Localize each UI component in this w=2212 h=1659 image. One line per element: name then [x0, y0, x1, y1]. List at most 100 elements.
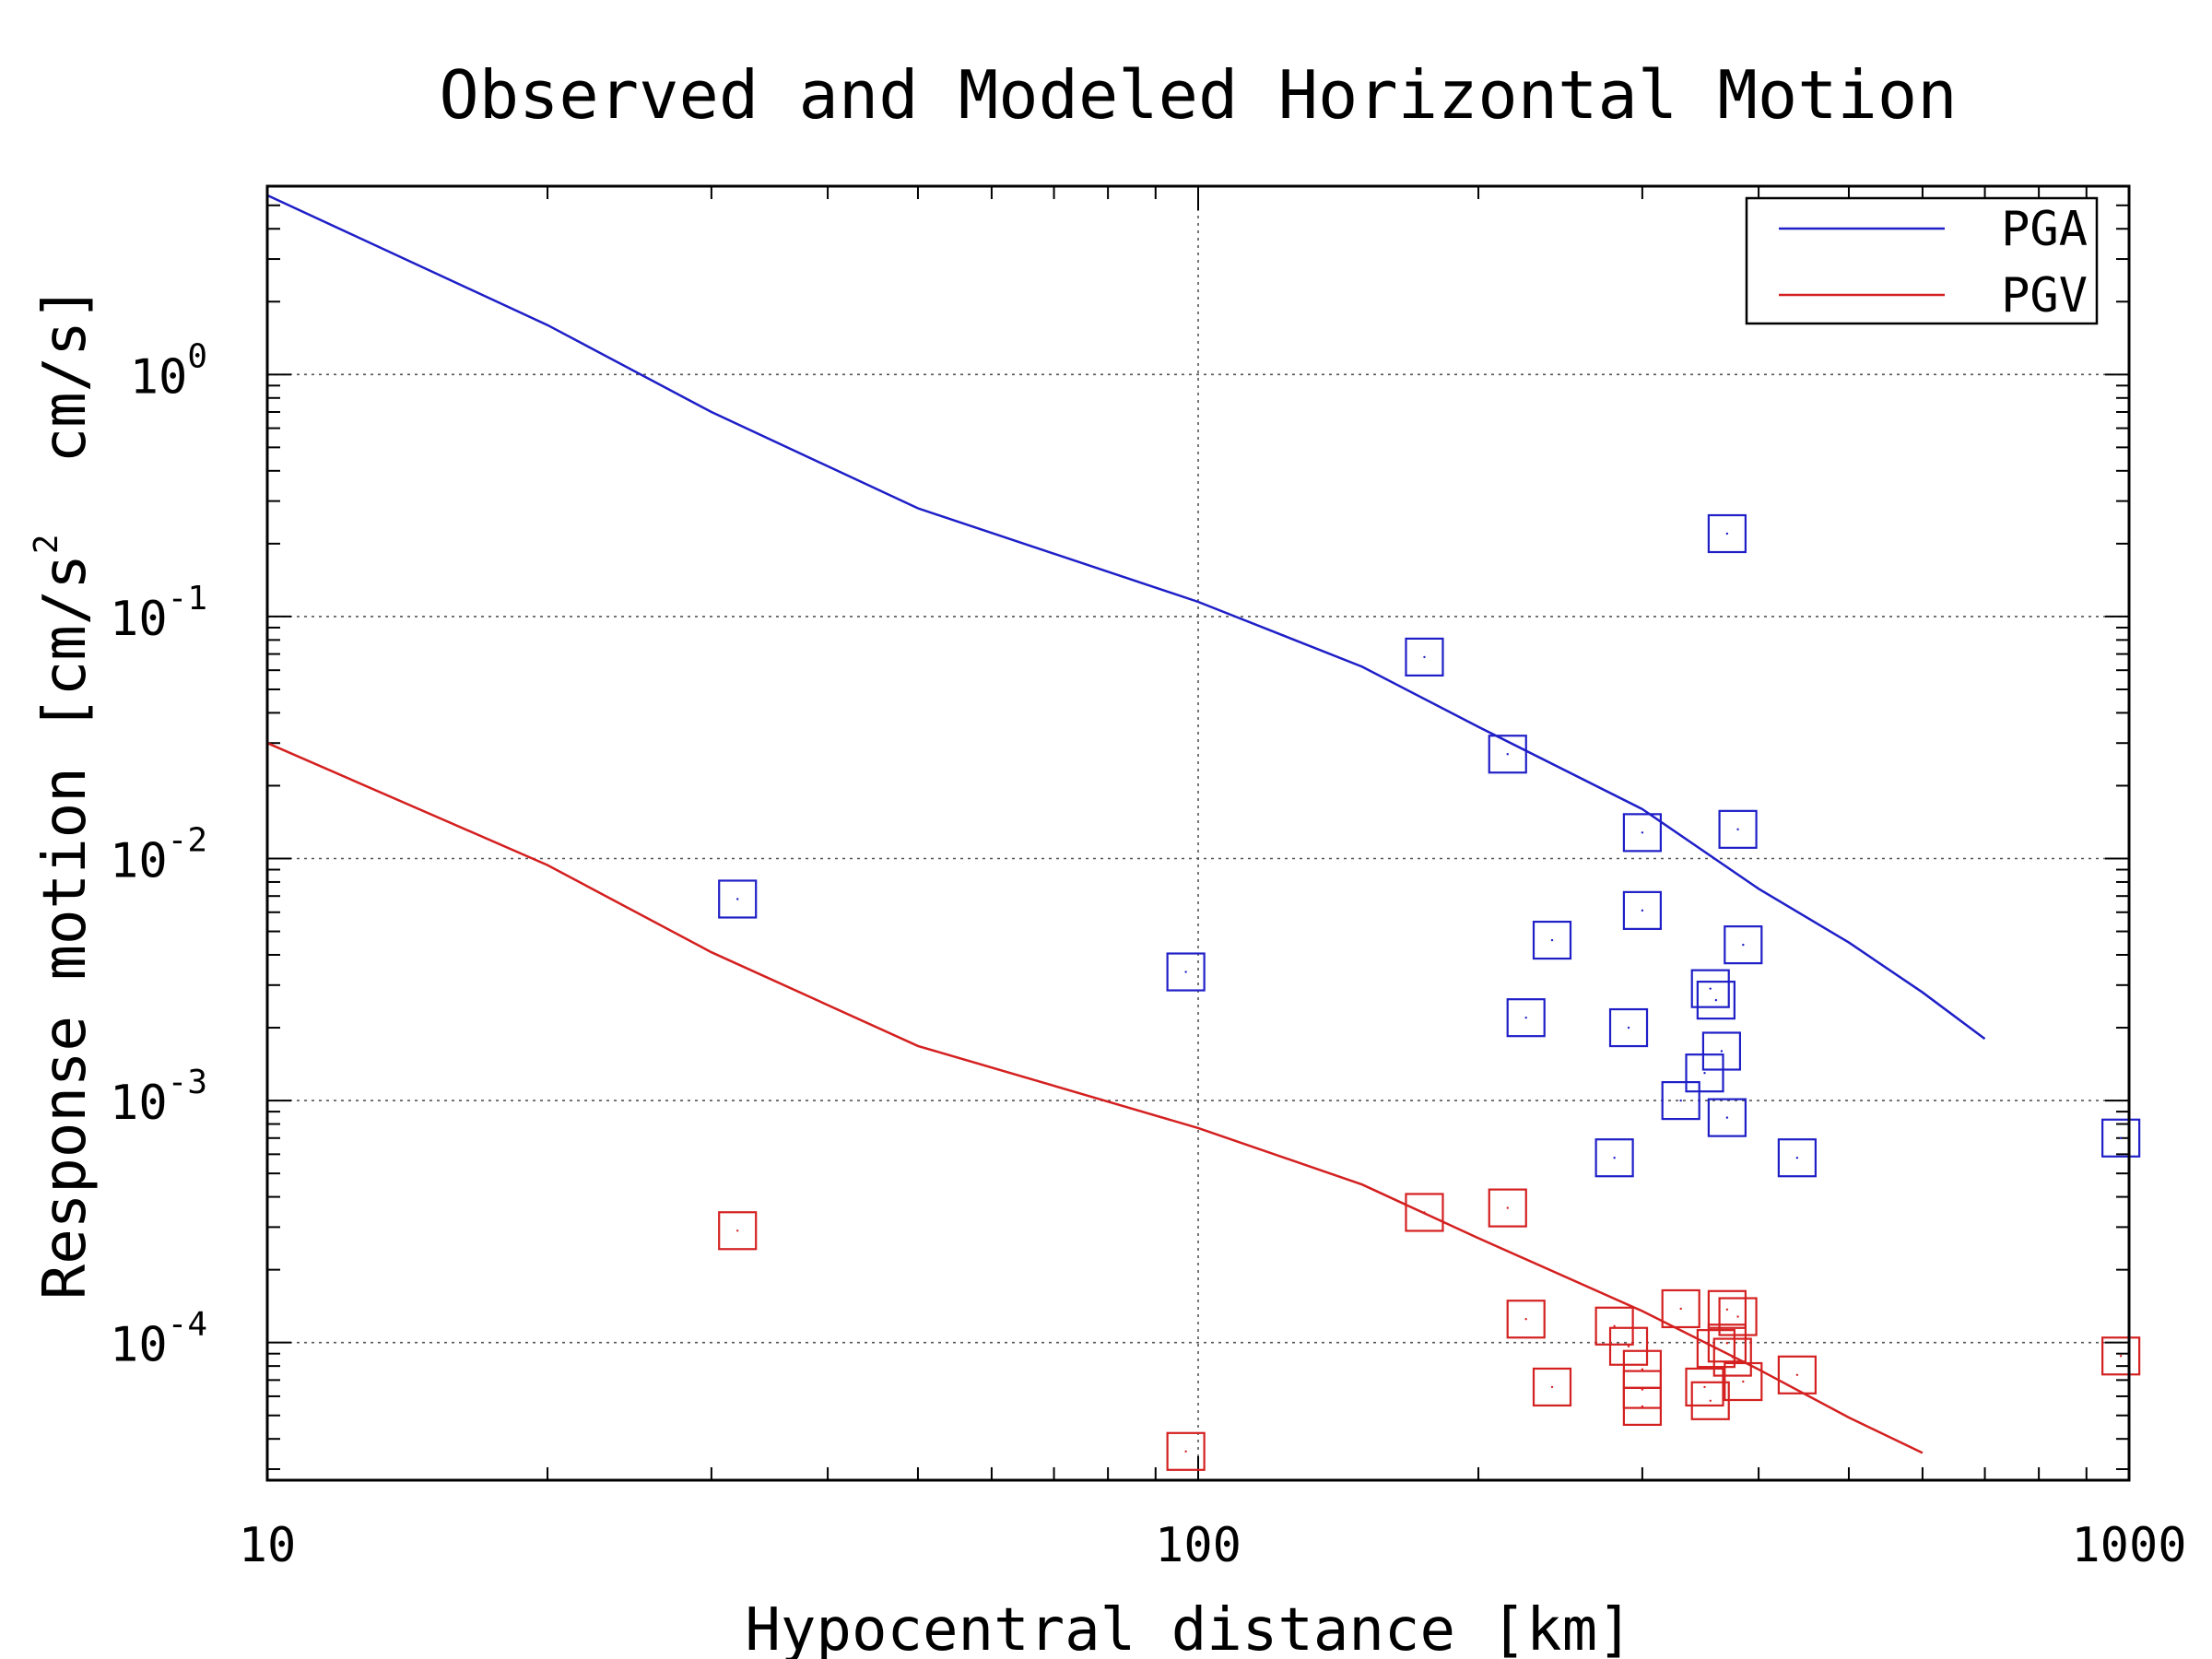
pga-observed-point-center [1736, 828, 1739, 831]
y-axis-title-main: Response motion [cm/s [31, 554, 100, 1300]
pga-observed-point-center [1613, 1157, 1616, 1159]
pgv-observed-point-center [1550, 1385, 1554, 1389]
y-axis-title: Response motion [cm/s2 cm/s] [28, 286, 100, 1300]
pgv-observed-point [1777, 1355, 1817, 1394]
pga-observed-point-center [1714, 998, 1718, 1002]
pga-observed-point [1690, 969, 1730, 1008]
legend-label-pga: PGA [2001, 202, 2088, 257]
pgv-observed-point-center [1679, 1307, 1682, 1311]
pga-observed-point-center [1506, 753, 1509, 756]
pga-observed-point-center [1725, 1116, 1729, 1119]
legend-box [1745, 196, 2099, 325]
pgv-observed-point-center [1725, 1308, 1729, 1311]
y-axis-title-superscript: 2 [28, 534, 65, 554]
pga-observed-point-center [1720, 1050, 1724, 1053]
pga-observed-point-center [1641, 831, 1644, 834]
pga-observed-point-center [1679, 1099, 1682, 1102]
pga-observed-point [1685, 1053, 1724, 1093]
y-tick-label: 10-3 [110, 1064, 207, 1131]
pgv-observed-point-center [1703, 1385, 1706, 1389]
pgv-observed-point-center [736, 1230, 739, 1232]
pga-observed-point [1777, 1138, 1817, 1178]
legend-label-pgv: PGV [2001, 268, 2088, 324]
pga-observed-point-center [1423, 655, 1426, 659]
pga-observed-point [1707, 1098, 1747, 1137]
pga-observed-point-center [1627, 1026, 1630, 1030]
pgv-observed-point-center [1742, 1380, 1745, 1383]
plot-series [266, 194, 2141, 1471]
pgv-observed-point-center [1795, 1373, 1799, 1376]
pga-observed-point [1532, 920, 1572, 960]
pgv-observed-point [1707, 1289, 1747, 1329]
pgv-observed-point [1696, 1329, 1735, 1369]
pgv-observed-point [1532, 1367, 1572, 1407]
pgv-observed-point [2101, 1336, 2141, 1376]
pgv-observed-point [1685, 1367, 1724, 1407]
grid-lines [267, 186, 2129, 1480]
pgv-model-line [266, 742, 1924, 1454]
x-tick-label: 10 [239, 1518, 297, 1573]
pga-observed-point [1622, 890, 1662, 930]
pga-observed-point-center [1184, 971, 1187, 973]
chart-title: Observed and Modeled Horizontal Motion [439, 56, 1957, 134]
pga-model-line [266, 194, 1986, 1041]
pgv-observed-point-center [1641, 1368, 1644, 1371]
pga-observed-point [1166, 952, 1206, 992]
pgv-observed-point-center [1423, 1211, 1426, 1214]
pgv-observed-point-center [1731, 1356, 1734, 1359]
pga-observed-point-center [1742, 943, 1745, 947]
pga-observed-point [1724, 925, 1763, 965]
pga-observed-point-center [1709, 987, 1712, 990]
pgv-observed-point [1594, 1306, 1634, 1346]
pga-observed-point [1622, 813, 1662, 853]
pgv-observed-point [1622, 1386, 1662, 1427]
pgv-observed-point [1608, 1326, 1649, 1366]
pga-observed-point-center [1641, 909, 1644, 912]
pga-observed-point [1707, 513, 1747, 554]
pga-observed-point-center [2119, 1136, 2123, 1139]
pga-observed-point [1488, 735, 1527, 774]
y-tick-label: 100 [130, 337, 207, 405]
y-axis-tick-labels: 100 10-1 10-2 10-3 10-4 [110, 337, 207, 1372]
pgv-observed-point-center [1641, 1405, 1644, 1408]
pgv-observed-point [718, 1211, 758, 1251]
pgv-observed-point-center [1709, 1399, 1712, 1402]
pgv-observed-point-center [2119, 1355, 2123, 1358]
x-tick-label: 100 [1155, 1518, 1241, 1573]
pgv-observed-point [1405, 1193, 1444, 1232]
y-tick-label: 10-1 [110, 580, 207, 647]
pga-observed-point [1506, 998, 1546, 1038]
pga-observed-point [1405, 637, 1444, 677]
pgv-observed-point [1661, 1288, 1700, 1329]
pgv-observed-point [1712, 1337, 1752, 1377]
y-axis-title-tail: cm/s] [31, 286, 100, 535]
pgv-observed-point [1488, 1188, 1527, 1228]
pgv-observed-point-center [1714, 1347, 1718, 1350]
pga-observed-point [1608, 1007, 1649, 1048]
x-axis-title: Hypocentral distance [km] [745, 1596, 1632, 1659]
pgv-observed-point [1506, 1300, 1546, 1339]
pgv-observed-point-center [1524, 1318, 1527, 1321]
pga-observed-point [1661, 1080, 1700, 1121]
plot-area-frame [265, 184, 2131, 1482]
y-tick-label: 10-2 [110, 822, 207, 889]
pga-observed-point [1696, 981, 1735, 1020]
pga-observed-point [1718, 809, 1758, 849]
pga-observed-point [1594, 1138, 1634, 1178]
pgv-observed-point-center [1506, 1206, 1509, 1209]
pga-observed-point-center [1703, 1071, 1706, 1075]
y-tick-label: 10-4 [110, 1306, 207, 1373]
pga-observed-point [1701, 1031, 1742, 1071]
pga-observed-point [718, 879, 758, 919]
pgv-observed-point-center [1613, 1324, 1616, 1327]
x-axis-tick-labels: 10 100 1000 [239, 1518, 2187, 1573]
pga-observed-point-center [1524, 1016, 1527, 1019]
legend: PGA PGV [1745, 196, 2099, 325]
pgv-observed-point [1707, 1324, 1747, 1363]
pgv-observed-point [1724, 1361, 1763, 1402]
pgv-observed-point-center [1184, 1450, 1187, 1453]
pga-observed-point-center [736, 898, 739, 900]
pga-observed-point [2101, 1118, 2141, 1158]
pgv-observed-point [1166, 1431, 1206, 1471]
